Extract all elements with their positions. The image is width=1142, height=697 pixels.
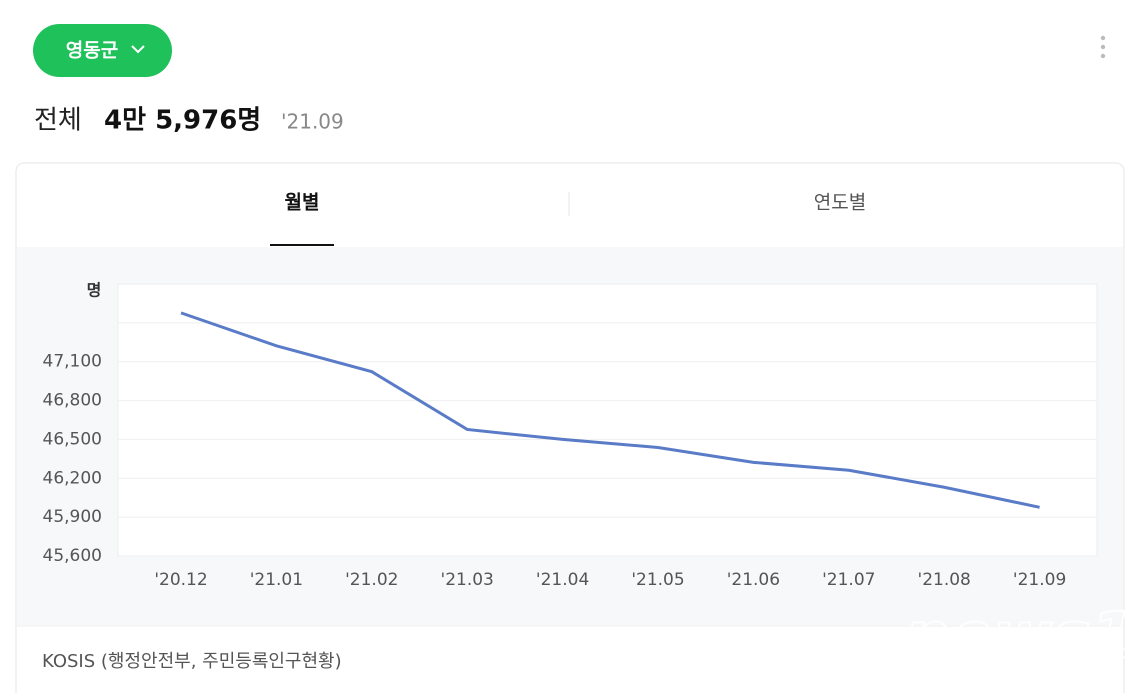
tab-active[interactable]: 월별 — [285, 192, 320, 214]
x-tick-label: '21.09 — [1013, 570, 1066, 590]
y-tick-label: 46,800 — [43, 391, 102, 411]
y-tick-label: 45,900 — [43, 507, 102, 527]
tab[interactable]: 연도별 — [814, 192, 866, 214]
x-tick-label: '21.02 — [345, 570, 398, 590]
x-tick-label: '21.04 — [536, 570, 589, 590]
region-button-label[interactable]: 영동군 — [66, 40, 118, 62]
x-tick-label: '21.05 — [631, 570, 684, 590]
x-tick-label: '21.03 — [441, 570, 494, 590]
total-label: 전체 — [34, 106, 82, 136]
x-tick-label: '21.01 — [250, 570, 303, 590]
date: '21.09 — [281, 110, 344, 134]
y-axis-label: 명 — [87, 281, 102, 300]
more-menu[interactable] — [1100, 35, 1106, 59]
dropdown-icon — [131, 45, 145, 54]
y-tick-label: 46,500 — [43, 429, 102, 449]
watermark: news1 — [904, 600, 1135, 674]
region-button[interactable] — [33, 24, 172, 77]
x-tick-label: '21.07 — [822, 570, 875, 590]
y-tick-label: 45,600 — [43, 546, 102, 566]
chart: 명 45,600 45,900 46,200 46,500 46,800 47,100 '20… — [43, 281, 1097, 590]
total-value: 4만 5,976명 — [104, 106, 261, 136]
x-tick-label: '20.12 — [154, 570, 207, 590]
y-tick-label: 47,100 — [43, 352, 102, 372]
x-tick-label: '21.06 — [727, 570, 780, 590]
source: KOSIS (행정안전부, 주민등록인구현황) — [42, 651, 342, 672]
x-tick-label: '21.08 — [918, 570, 971, 590]
y-tick-label: 46,200 — [43, 468, 102, 488]
plot-area — [117, 283, 1098, 557]
line — [180, 311, 1040, 509]
